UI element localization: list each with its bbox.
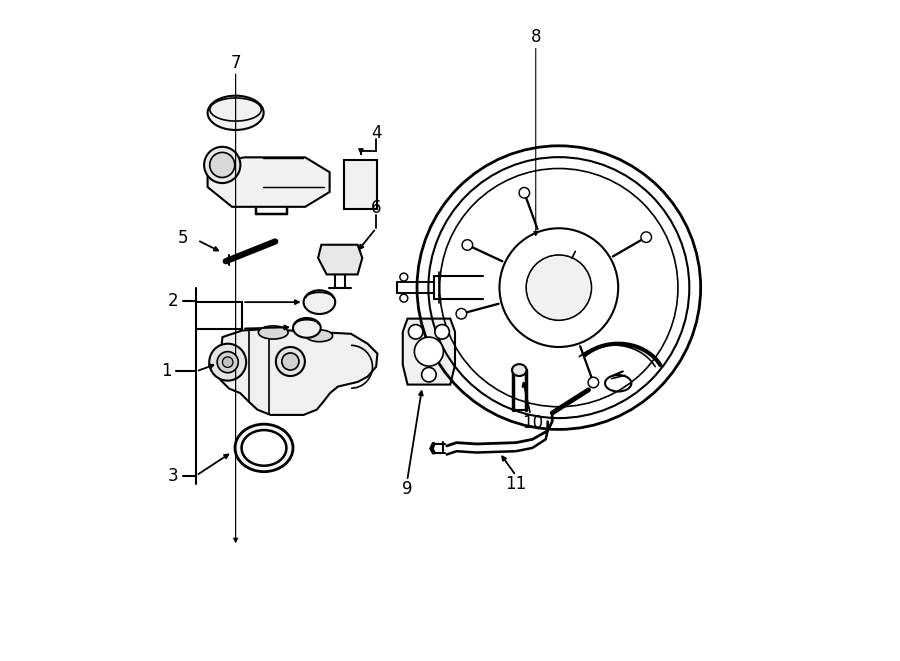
Circle shape (209, 344, 247, 381)
Ellipse shape (241, 430, 286, 466)
Ellipse shape (293, 318, 320, 338)
Ellipse shape (258, 326, 288, 339)
Circle shape (588, 377, 598, 388)
Circle shape (456, 309, 466, 319)
Text: 5: 5 (177, 229, 188, 247)
FancyBboxPatch shape (345, 161, 377, 209)
Ellipse shape (303, 290, 335, 314)
Ellipse shape (512, 364, 526, 376)
Text: 4: 4 (371, 124, 382, 141)
Circle shape (282, 353, 299, 370)
Ellipse shape (204, 147, 240, 183)
Polygon shape (208, 157, 329, 207)
Circle shape (400, 273, 408, 281)
Ellipse shape (210, 153, 235, 177)
Text: 3: 3 (167, 467, 178, 485)
Circle shape (641, 232, 652, 243)
Text: 2: 2 (167, 292, 178, 310)
Text: 8: 8 (530, 28, 541, 46)
Polygon shape (318, 245, 363, 274)
Circle shape (421, 368, 436, 382)
Text: 6: 6 (371, 200, 382, 217)
Circle shape (222, 357, 233, 368)
Polygon shape (220, 329, 377, 415)
Circle shape (217, 352, 239, 373)
Circle shape (441, 170, 677, 405)
Text: 9: 9 (402, 480, 412, 498)
Circle shape (519, 188, 529, 198)
Polygon shape (403, 319, 455, 385)
Circle shape (409, 325, 423, 339)
Ellipse shape (224, 258, 230, 262)
Circle shape (527, 256, 590, 319)
Ellipse shape (235, 424, 293, 472)
Text: 1: 1 (161, 362, 172, 380)
Circle shape (276, 347, 305, 376)
Text: 10: 10 (522, 414, 543, 432)
Circle shape (435, 325, 449, 339)
Circle shape (414, 337, 444, 366)
Text: 7: 7 (230, 54, 241, 72)
Circle shape (400, 294, 408, 302)
Text: 11: 11 (505, 475, 526, 492)
Ellipse shape (208, 96, 264, 130)
Circle shape (462, 240, 472, 251)
Ellipse shape (306, 330, 333, 342)
